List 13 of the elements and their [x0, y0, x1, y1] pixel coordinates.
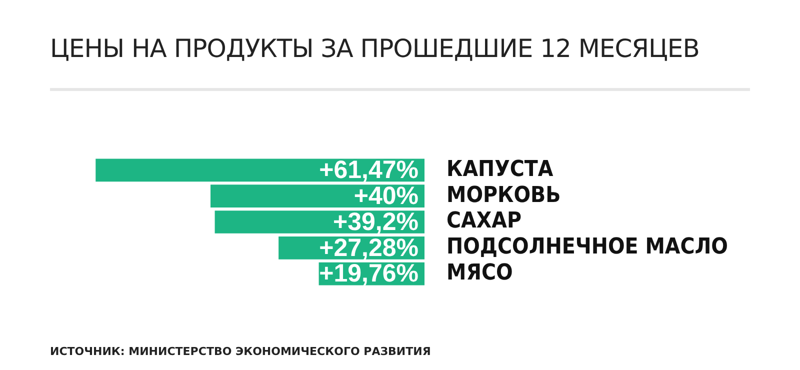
data-label: +39,2%: [333, 208, 419, 236]
data-label: +27,28%: [319, 234, 419, 262]
text: ИСТОЧНИК: МИНИСТЕРСТВО ЭКОНОМИЧЕСКОГО РАЗВИТИЯ: [50, 345, 431, 358]
y-tick-label: МЯСО: [446, 260, 513, 286]
data-label: +19,76%: [319, 260, 419, 288]
y-tick-label: КАПУСТА: [446, 156, 554, 182]
data-label: +61,47%: [319, 156, 419, 184]
bar: [210, 184, 425, 208]
chart-title: ЦЕНЫ НА ПРОДУКТЫ ЗА ПРОШЕДШИЕ 12 МЕСЯЦЕВ: [50, 34, 700, 63]
data-label: +40%: [354, 182, 419, 210]
y-tick-label: ПОДСОЛНЕЧНОЕ МАСЛО: [446, 234, 728, 260]
y-tick-label: МОРКОВЬ: [446, 182, 561, 208]
y-tick-label: САХАР: [446, 208, 522, 234]
